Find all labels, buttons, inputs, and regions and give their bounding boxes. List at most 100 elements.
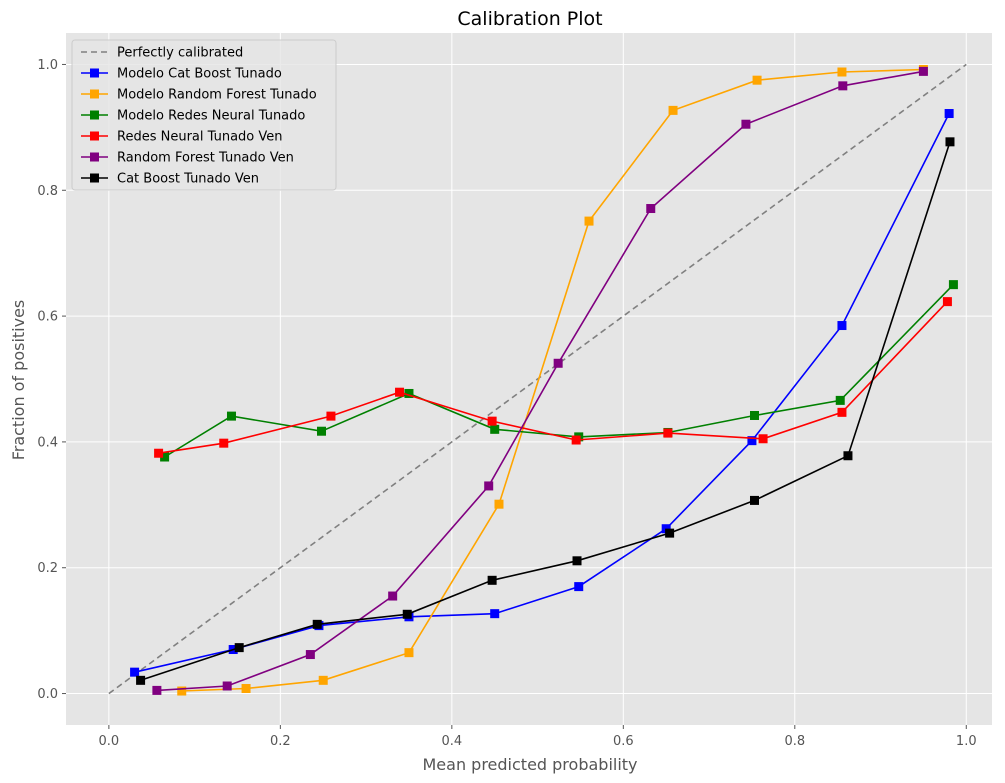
x-axis-label: Mean predicted probability	[422, 755, 637, 774]
y-axis-label: Fraction of positives	[9, 300, 28, 461]
data-point	[234, 643, 244, 653]
y-tick-label: 0.0	[37, 687, 58, 702]
x-tick-label: 1.0	[956, 734, 977, 749]
series-layer	[130, 64, 958, 696]
data-point	[837, 407, 847, 417]
legend-marker	[90, 89, 99, 99]
data-point	[226, 411, 236, 421]
legend-marker	[90, 131, 99, 141]
legend-label: Modelo Cat Boost Tunado	[117, 67, 282, 82]
data-point	[177, 686, 187, 696]
legend-item: Redes Neural Tunado Ven	[81, 130, 283, 145]
legend-marker	[90, 152, 99, 162]
series-line	[156, 70, 924, 692]
legend: Perfectly calibrated Modelo Cat Boost Tun…	[71, 39, 337, 191]
series-line	[140, 141, 951, 682]
data-point	[404, 648, 414, 658]
x-tick-label: 0.6	[613, 734, 634, 749]
x-tick-label: 0.2	[270, 734, 291, 749]
y-tick-label: 1.0	[37, 58, 58, 73]
data-point	[837, 321, 847, 331]
y-tick-label: 0.4	[37, 435, 58, 450]
data-point	[749, 410, 759, 420]
data-point	[663, 428, 673, 438]
data-point	[574, 582, 584, 592]
series-1	[177, 64, 928, 696]
data-point	[665, 528, 675, 538]
data-point	[222, 681, 232, 691]
legend-label: Redes Neural Tunado Ven	[117, 130, 283, 145]
data-point	[160, 452, 170, 462]
data-point	[553, 358, 563, 368]
perfectly-calibrated-line	[108, 63, 967, 695]
data-point	[317, 426, 327, 436]
data-point	[571, 435, 581, 445]
y-tick-label: 0.6	[37, 310, 58, 325]
data-point	[490, 424, 500, 434]
data-point	[646, 204, 656, 214]
legend-label: Cat Boost Tunado Ven	[117, 172, 259, 187]
legend-label: Modelo Random Forest Tunado	[117, 88, 317, 103]
data-point	[484, 481, 494, 491]
data-point	[395, 387, 405, 397]
tick-labels: 0.0 0.2 0.4 0.6 0.8 1.0 0.0 0.2 0.4 0.6 0.8 1.0	[37, 58, 976, 749]
chart-title: Calibration Plot	[457, 8, 602, 30]
data-point	[130, 667, 140, 677]
data-point	[747, 436, 757, 446]
data-point	[487, 575, 497, 585]
data-point	[838, 81, 848, 91]
data-point	[945, 137, 955, 147]
data-point	[404, 388, 414, 398]
data-point	[835, 395, 845, 405]
y-tick-label: 0.2	[37, 561, 58, 576]
data-point	[136, 675, 146, 685]
legend-item: Modelo Random Forest Tunado	[81, 88, 317, 103]
data-point	[741, 119, 751, 129]
data-point	[154, 448, 164, 458]
legend-item: Random Forest Tunado Ven	[81, 151, 294, 166]
series-4	[152, 66, 928, 695]
series-line	[158, 301, 948, 454]
data-point	[490, 609, 500, 619]
series-line	[134, 113, 950, 673]
legend-marker	[90, 173, 99, 183]
legend-marker	[90, 110, 99, 120]
data-point	[219, 438, 229, 448]
data-point	[668, 105, 678, 115]
x-tick-label: 0.0	[99, 734, 120, 749]
data-point	[305, 650, 315, 660]
data-point	[402, 609, 412, 619]
data-point	[918, 66, 928, 76]
series-5	[136, 137, 955, 685]
data-point	[843, 451, 853, 461]
data-point	[837, 67, 847, 77]
data-point	[388, 591, 398, 601]
data-point	[944, 109, 954, 119]
series-line	[164, 284, 954, 458]
legend-label: Random Forest Tunado Ven	[117, 151, 294, 166]
legend-label: Perfectly calibrated	[117, 46, 243, 61]
x-tick-label: 0.8	[784, 734, 805, 749]
legend-marker	[90, 68, 99, 78]
data-point	[752, 75, 762, 85]
y-tick-label: 0.8	[37, 184, 58, 199]
data-point	[152, 685, 162, 695]
x-tick-label: 0.4	[441, 734, 462, 749]
data-point	[487, 416, 497, 426]
data-point	[942, 297, 952, 307]
data-point	[318, 675, 328, 685]
data-point	[494, 499, 504, 509]
series-line	[181, 68, 924, 692]
data-point	[749, 495, 759, 505]
legend-box	[71, 39, 337, 191]
legend-item: Modelo Cat Boost Tunado	[81, 67, 282, 82]
data-point	[584, 216, 594, 226]
data-point	[241, 684, 251, 694]
legend-label: Modelo Redes Neural Tunado	[117, 109, 305, 124]
series-3	[154, 297, 952, 458]
data-point	[326, 411, 336, 421]
legend-item: Cat Boost Tunado Ven	[81, 172, 259, 187]
data-point	[312, 619, 322, 629]
data-point	[572, 556, 582, 566]
